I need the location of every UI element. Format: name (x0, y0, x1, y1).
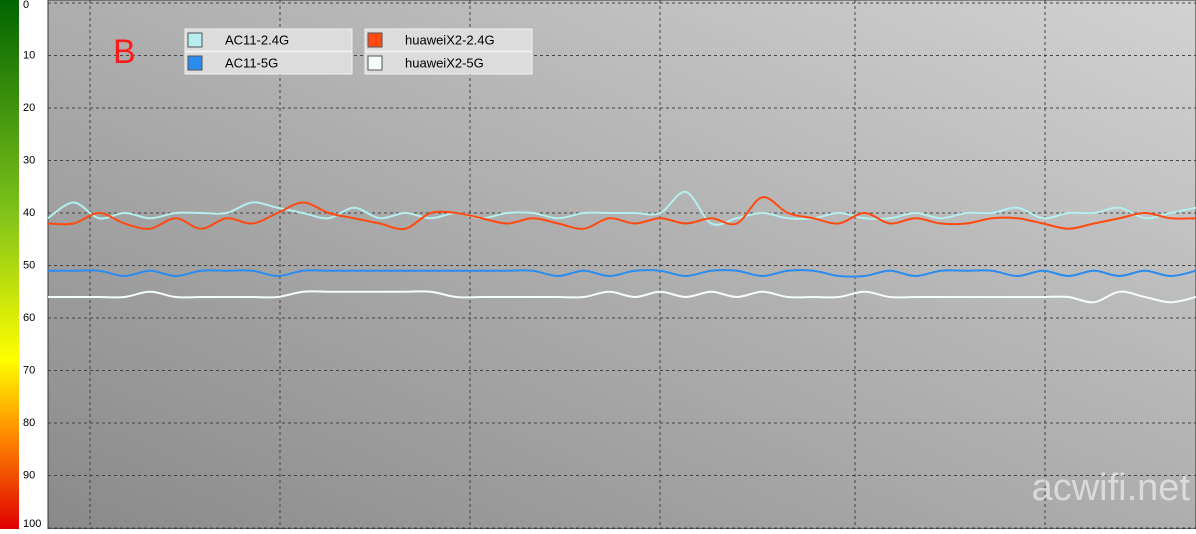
legend-swatch (187, 32, 203, 48)
color-bar (0, 0, 19, 529)
legend-label: AC11-2.4G (225, 32, 289, 47)
series-line (47, 269, 1196, 278)
series-line (48, 290, 1196, 304)
plot-area (47, 0, 1196, 530)
y-tick-label: 90 (23, 469, 35, 481)
legend-item-bg (364, 28, 533, 52)
y-tick-label: 60 (23, 312, 35, 324)
legend-label: huaweiX2-2.4G (405, 32, 495, 47)
legend-item-bg (184, 28, 353, 52)
vertical-grid (89, 0, 1046, 529)
y-tick-label: 10 (23, 49, 35, 61)
y-tick-label: 30 (23, 154, 35, 166)
y-tick-label: 40 (23, 207, 35, 219)
y-tick-label: 0 (23, 0, 29, 11)
y-tick-label: 50 (23, 259, 35, 271)
y-tick-label: 20 (23, 102, 35, 114)
legend-label: huaweiX2-5G (405, 55, 484, 70)
legend-label: AC11-5G (225, 55, 278, 70)
legend-swatch (367, 32, 383, 48)
legend-item-bg (184, 51, 353, 75)
legend-swatch (367, 55, 383, 71)
y-tick-label: 80 (23, 417, 35, 429)
legend-swatch (187, 55, 203, 71)
y-tick-label: 100 (23, 518, 41, 529)
legend-item-bg (364, 51, 533, 75)
series-line (47, 190, 1196, 226)
series-line (47, 196, 1196, 231)
panel-label: B (113, 33, 136, 71)
watermark: acwifi.net (1032, 467, 1191, 509)
y-tick-label: 70 (23, 364, 35, 376)
